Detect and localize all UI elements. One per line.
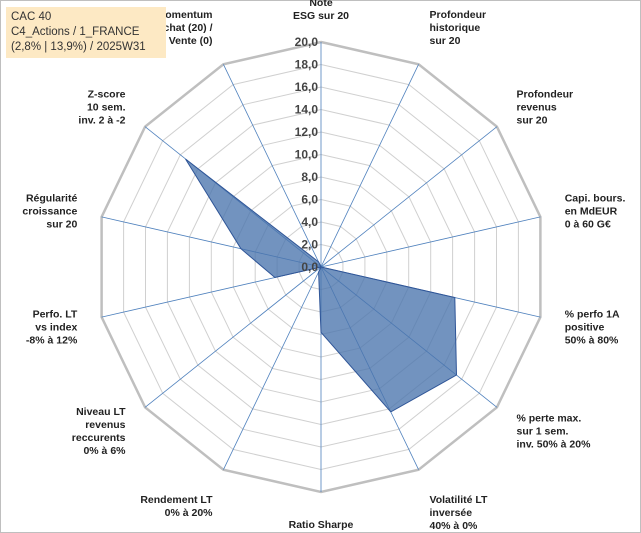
- spoke: [223, 266, 322, 470]
- tick-label: 10,0: [295, 148, 319, 162]
- tick-label: 18,0: [295, 58, 319, 72]
- tick-label: 20,0: [295, 35, 319, 49]
- axis-label: Régularité croissance sur 20: [22, 193, 77, 231]
- title-line-category: C4_Actions / 1_FRANCE: [11, 26, 140, 38]
- axis-label: Perfo. LT vs index -8% à 12%: [26, 308, 78, 346]
- spoke: [320, 216, 541, 268]
- axis-label: Profondeur historique sur 20: [430, 9, 487, 47]
- spoke: [223, 64, 322, 268]
- radar-axis-labels: Note ESG sur 20 Profondeur historique sur 20…: [22, 0, 625, 533]
- tick-label: 16,0: [295, 80, 319, 94]
- axis-label: Rendement LT 0% à 20%: [140, 494, 213, 519]
- axis-label: Note ESG sur 20: [293, 0, 349, 22]
- axis-label: Z-score 10 sem. inv. 2 à -2: [78, 88, 125, 126]
- tick-label: 14,0: [295, 103, 319, 117]
- tick-label: 0,0: [301, 260, 318, 274]
- axis-label: Capi. bours. en MdEUR 0 à 60 G€: [565, 193, 626, 231]
- axis-label: Momentum Achat (20) / Vente (0): [156, 9, 213, 47]
- title-line-index: CAC 40: [11, 11, 52, 23]
- radar-tick-labels: 0,0 2,0 4,0 6,0 8,0 10,0 12,0 14,0 16,0 18,0 20,0: [295, 35, 319, 274]
- tick-label: 12,0: [295, 125, 319, 139]
- axis-label: Volatilité LT inversée 40% à 0%: [430, 494, 489, 532]
- chart-title-box: CAC 40 C4_Actions / 1_FRANCE (2,8% | 13,…: [6, 7, 166, 58]
- tick-label: 4,0: [301, 215, 318, 229]
- spoke: [144, 266, 322, 408]
- tick-label: 8,0: [301, 170, 318, 184]
- spoke: [320, 126, 498, 268]
- spoke: [320, 64, 419, 268]
- axis-label: Niveau LT revenus reccurents 0% à 6%: [72, 406, 126, 457]
- title-line-stats: (2,8% | 13,9%) / 2025W31: [11, 41, 146, 53]
- series-area: [185, 158, 458, 413]
- axis-label: % perte max. sur 1 sem. inv. 50% à 20%: [517, 413, 592, 451]
- radar-series: [185, 158, 458, 413]
- axis-label: Profondeur revenus sur 20: [517, 88, 574, 126]
- axis-label: Ratio Sharpe0 à 1: [289, 519, 354, 533]
- tick-label: 2,0: [301, 238, 318, 252]
- tick-label: 6,0: [301, 193, 318, 207]
- axis-label: % perfo 1A positive 50% à 80%: [565, 308, 620, 346]
